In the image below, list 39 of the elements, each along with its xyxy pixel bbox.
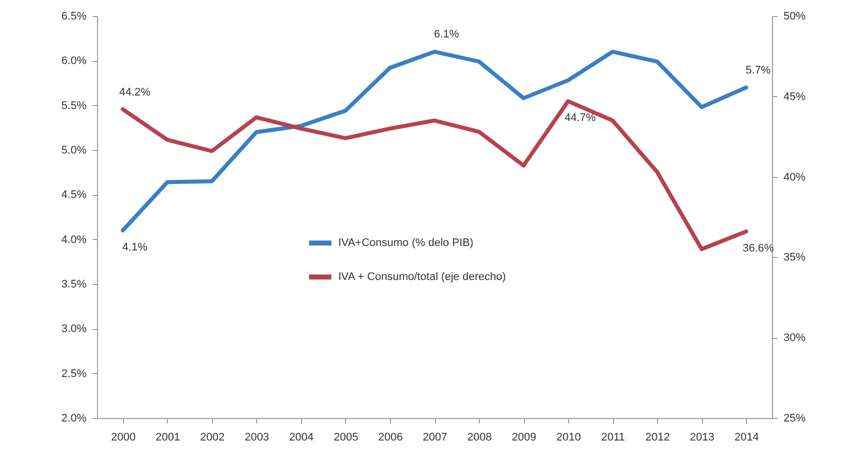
- x-tick-label: 2007: [422, 432, 448, 444]
- x-tick-label: 2011: [601, 432, 625, 444]
- x-tick-label: 2014: [734, 432, 759, 444]
- y-tick-label: 4.0%: [61, 234, 87, 246]
- x-tick-label: 2010: [556, 432, 581, 444]
- y-tick-label: 4.5%: [61, 189, 87, 202]
- y-tick-label: 5.0%: [61, 144, 87, 156]
- x-tick-label: 2000: [111, 432, 136, 444]
- x-tick-label: 2003: [244, 432, 270, 444]
- y-tick-label: 3.5%: [61, 278, 87, 290]
- y2-tick-label: 35%: [784, 252, 806, 264]
- y2-tick-label: 50%: [784, 10, 806, 22]
- y-tick-label: 6.0%: [61, 55, 87, 68]
- y-tick-label: 3.0%: [61, 323, 87, 336]
- x-tick-label: 2004: [289, 432, 314, 444]
- x-tick-label: 2006: [378, 432, 403, 444]
- y2-tick-label: 40%: [784, 171, 806, 184]
- data-label: 44.7%: [564, 112, 596, 124]
- data-label: 6.1%: [434, 28, 460, 41]
- x-tick-label: 2001: [156, 432, 180, 444]
- x-tick-label: 2013: [690, 432, 714, 444]
- x-tick-label: 2002: [200, 432, 225, 444]
- data-label: 44.2%: [119, 86, 151, 98]
- data-label: 36.6%: [742, 242, 774, 254]
- y-tick-label: 2.0%: [61, 412, 87, 424]
- x-tick-label: 2009: [512, 432, 536, 444]
- legend-label: IVA + Consumo/total (eje derecho): [338, 271, 506, 284]
- y-tick-label: 5.5%: [61, 100, 87, 112]
- x-tick-label: 2012: [645, 432, 670, 444]
- y2-tick-label: 25%: [784, 412, 806, 424]
- x-tick-label: 2008: [467, 432, 492, 444]
- x-tick-label: 2005: [334, 432, 358, 444]
- legend-label: IVA+Consumo (% delo PIB): [338, 237, 474, 250]
- y2-tick-label: 45%: [784, 90, 806, 103]
- y-tick-label: 2.5%: [61, 368, 87, 380]
- y-tick-label: 6.5%: [61, 10, 87, 22]
- data-label: 5.7%: [746, 64, 771, 76]
- data-label: 4.1%: [122, 241, 148, 254]
- y2-tick-label: 30%: [784, 332, 806, 344]
